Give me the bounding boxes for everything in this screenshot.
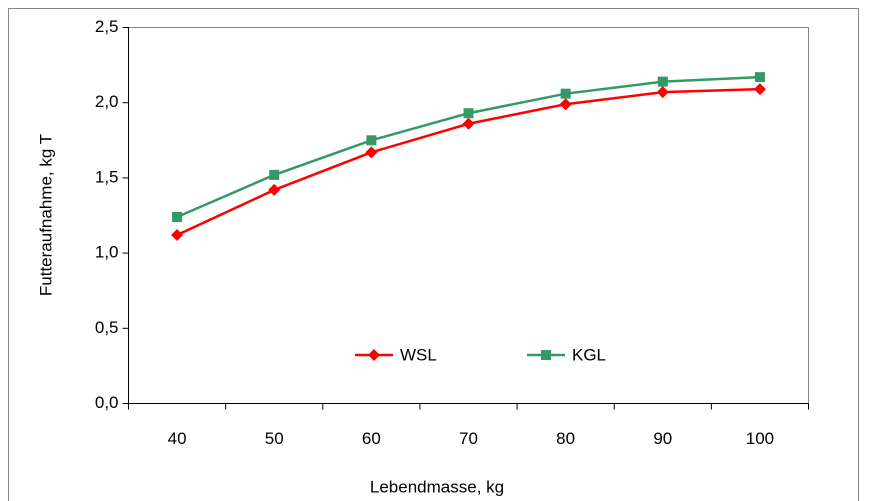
legend-marker (541, 350, 551, 360)
legend-label: WSL (400, 345, 437, 364)
x-tick-label: 80 (556, 429, 575, 448)
data-point (753, 83, 766, 96)
y-tick-label: 0,5 (95, 318, 119, 337)
data-point (656, 86, 669, 99)
x-tick-label: 40 (168, 429, 187, 448)
x-tick-label: 100 (746, 429, 774, 448)
y-tick-label: 0,0 (95, 393, 119, 412)
data-point (559, 98, 572, 111)
data-point (657, 76, 668, 87)
series-line (176, 75, 760, 219)
data-point (172, 212, 183, 223)
y-tick-label: 1,0 (95, 243, 119, 262)
data-point (269, 169, 280, 180)
data-point (754, 72, 765, 83)
plot-frame (128, 27, 809, 404)
data-point (268, 183, 281, 196)
legend-marker (368, 349, 380, 361)
data-point (560, 88, 571, 99)
x-tick-label: 90 (653, 429, 672, 448)
data-point (365, 146, 378, 159)
y-tick-label: 2,5 (95, 17, 119, 36)
y-axis-label: Futteraufnahme, kg T (36, 134, 55, 296)
chart-frame (8, 8, 859, 501)
y-tick-label: 1,5 (95, 167, 119, 186)
x-tick-label: 70 (459, 429, 478, 448)
x-tick-label: 50 (265, 429, 284, 448)
x-axis-label: Lebendmasse, kg (370, 477, 504, 496)
y-tick-label: 2,0 (95, 92, 119, 111)
data-point (462, 117, 475, 130)
data-point (171, 229, 184, 242)
data-point (366, 135, 377, 146)
x-tick-label: 60 (362, 429, 381, 448)
data-point (463, 108, 474, 119)
legend-label: KGL (572, 345, 606, 364)
